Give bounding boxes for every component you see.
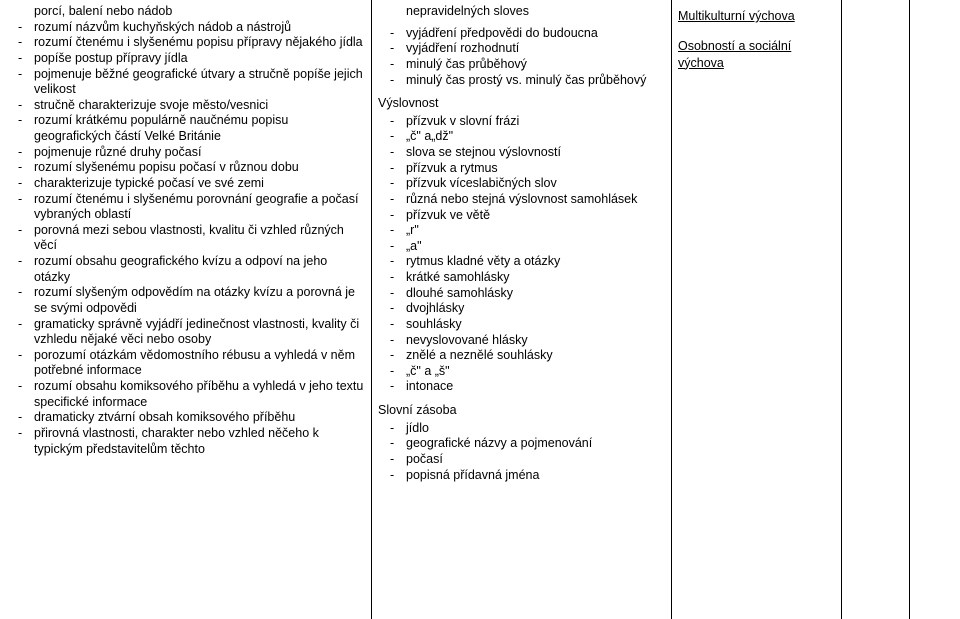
list-item: rozumí slyšenému popisu počasí v různou … xyxy=(6,160,365,176)
list-item: rozumí obsahu geografického kvízu a odpo… xyxy=(6,254,365,285)
list-item: přízvuk a rytmus xyxy=(378,161,665,177)
list-item: stručně charakterizuje svoje město/vesni… xyxy=(6,98,365,114)
link-personal-social-education[interactable]: Osobností a sociální výchova xyxy=(678,38,835,71)
list-item: přirovná vlastnosti, charakter nebo vzhl… xyxy=(6,426,365,457)
topics-group-3: jídlo geografické názvy a pojmenování po… xyxy=(378,421,665,484)
list-item: dramaticky ztvární obsah komiksového pří… xyxy=(6,410,365,426)
list-item: pojmenuje běžné geografické útvary a str… xyxy=(6,67,365,98)
column-empty-2 xyxy=(910,0,960,619)
list-item: charakterizuje typické počasí ve své zem… xyxy=(6,176,365,192)
column-crosslinks: Multikulturní výchova Osobností a sociál… xyxy=(672,0,842,619)
list-item: „č" a „š" xyxy=(378,364,665,380)
outcomes-list: rozumí názvům kuchyňských nádob a nástro… xyxy=(6,20,365,458)
link-multicultural-education[interactable]: Multikulturní výchova xyxy=(678,8,835,24)
list-item: dvojhlásky xyxy=(378,301,665,317)
column-topics: nepravidelných sloves vyjádření předpově… xyxy=(372,0,672,619)
list-item: minulý čas prostý vs. minulý čas průběho… xyxy=(378,73,665,89)
list-item: rozumí čtenému i slyšenému porovnání geo… xyxy=(6,192,365,223)
list-item: „r" xyxy=(378,223,665,239)
list-item: rozumí krátkému populárně naučnému popis… xyxy=(6,113,365,144)
list-item: slova se stejnou výslovností xyxy=(378,145,665,161)
document-page: porcí, balení nebo nádob rozumí názvům k… xyxy=(0,0,960,619)
list-item: minulý čas průběhový xyxy=(378,57,665,73)
list-item: rytmus kladné věty a otázky xyxy=(378,254,665,270)
list-item: rozumí obsahu komiksového příběhu a vyhl… xyxy=(6,379,365,410)
list-item: rozumí názvům kuchyňských nádob a nástro… xyxy=(6,20,365,36)
list-item: pojmenuje různé druhy počasí xyxy=(6,145,365,161)
list-item: nevyslovované hlásky xyxy=(378,333,665,349)
list-item: různá nebo stejná výslovnost samohlásek xyxy=(378,192,665,208)
list-item: znělé a neznělé souhlásky xyxy=(378,348,665,364)
column-empty-1 xyxy=(842,0,910,619)
lead-text: porcí, balení nebo nádob xyxy=(6,4,365,20)
list-item: intonace xyxy=(378,379,665,395)
list-item: „a" xyxy=(378,239,665,255)
list-item: počasí xyxy=(378,452,665,468)
list-item: popíše postup přípravy jídla xyxy=(6,51,365,67)
topics-group-1: vyjádření předpovědi do budoucna vyjádře… xyxy=(378,26,665,89)
list-item: vyjádření předpovědi do budoucna xyxy=(378,26,665,42)
column-outcomes: porcí, balení nebo nádob rozumí názvům k… xyxy=(0,0,372,619)
list-item: porozumí otázkám vědomostního rébusu a v… xyxy=(6,348,365,379)
heading-pronunciation: Výslovnost xyxy=(378,96,665,112)
list-item: krátké samohlásky xyxy=(378,270,665,286)
list-item: souhlásky xyxy=(378,317,665,333)
list-item: gramaticky správně vyjádří jedinečnost v… xyxy=(6,317,365,348)
list-item: popisná přídavná jména xyxy=(378,468,665,484)
list-item: rozumí čtenému i slyšenému popisu přípra… xyxy=(6,35,365,51)
list-item: rozumí slyšeným odpovědím na otázky kvíz… xyxy=(6,285,365,316)
list-item: přízvuk v slovní frázi xyxy=(378,114,665,130)
list-item: přízvuk víceslabičných slov xyxy=(378,176,665,192)
list-item: přízvuk ve větě xyxy=(378,208,665,224)
list-item: vyjádření rozhodnutí xyxy=(378,41,665,57)
list-item: jídlo xyxy=(378,421,665,437)
list-item: porovná mezi sebou vlastnosti, kvalitu č… xyxy=(6,223,365,254)
topics-group-2: přízvuk v slovní frázi „č" a„dž" slova s… xyxy=(378,114,665,395)
heading-vocabulary: Slovní zásoba xyxy=(378,403,665,419)
lead-text: nepravidelných sloves xyxy=(378,4,665,20)
list-item: dlouhé samohlásky xyxy=(378,286,665,302)
list-item: „č" a„dž" xyxy=(378,129,665,145)
list-item: geografické názvy a pojmenování xyxy=(378,436,665,452)
